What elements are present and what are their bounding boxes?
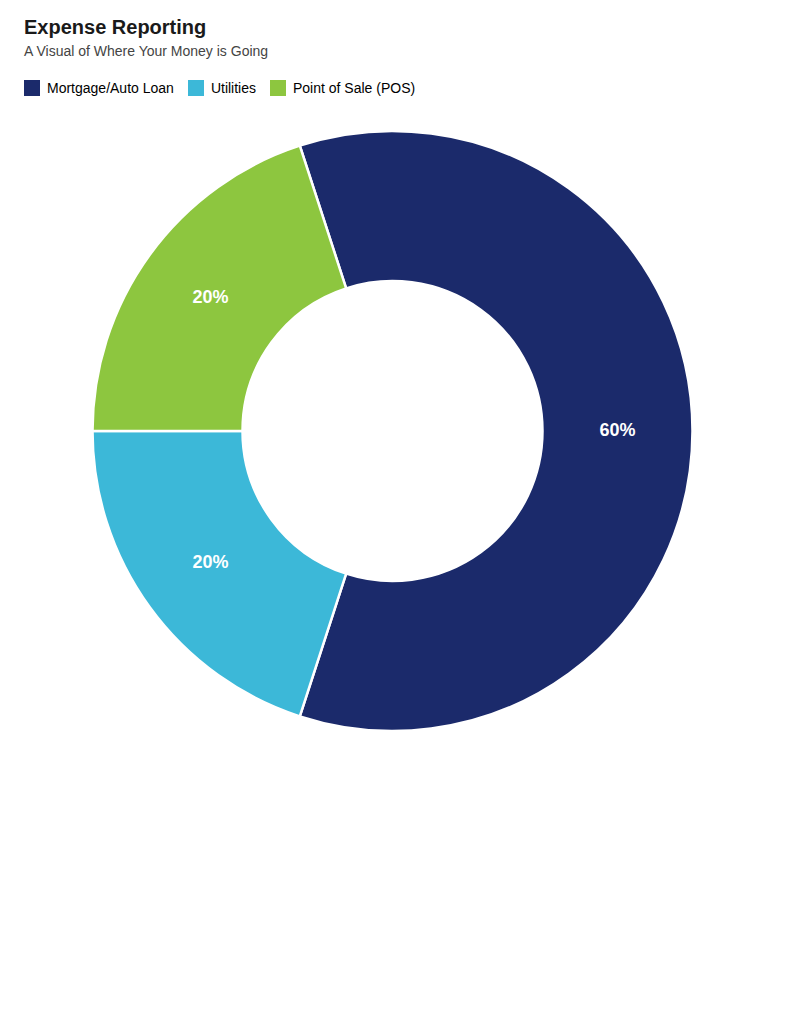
html-text:Point of Sale (POS): Point of Sale (POS) xyxy=(293,79,416,96)
html-text:Utilities: Utilities xyxy=(210,79,256,96)
html-text:A Visual of Where Your Money i: A Visual of Where Your Money is Going xyxy=(24,43,269,59)
svg-text:20%: 20% xyxy=(192,552,228,572)
svg-text:20%: 20% xyxy=(192,287,228,307)
svg-text:60%: 60% xyxy=(599,420,635,440)
html-text:Mortgage/Auto Loan: Mortgage/Auto Loan xyxy=(47,79,174,96)
html-text:Expense Reporting: Expense Reporting xyxy=(24,16,207,38)
